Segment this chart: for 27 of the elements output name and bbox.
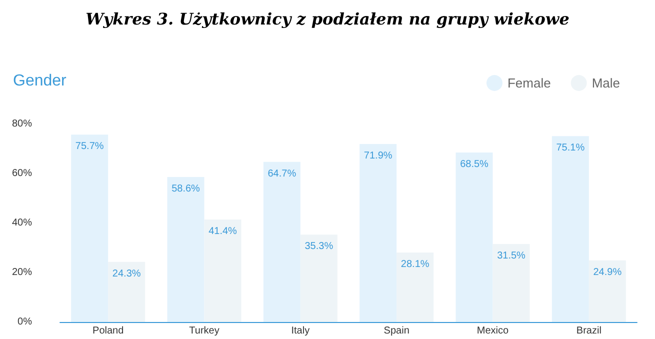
y-tick-label: 60% <box>12 168 32 179</box>
y-tick-label: 40% <box>12 218 32 228</box>
x-tick-label: Poland <box>92 326 124 336</box>
y-tick-label: 80% <box>12 118 32 130</box>
x-tick-label: Turkey <box>189 326 220 336</box>
data-label: 75.7% <box>75 141 104 152</box>
x-tick-label: Mexico <box>476 326 510 336</box>
legend-label: Female <box>507 76 551 90</box>
y-tick-label: 20% <box>12 267 32 278</box>
x-tick-label: Spain <box>384 326 410 336</box>
chart-subtitle: Gender <box>13 72 68 90</box>
data-label: 24.3% <box>112 268 141 280</box>
data-label: 68.5% <box>460 158 489 170</box>
data-label: 41.4% <box>208 226 238 238</box>
data-label: 28.1% <box>400 258 430 270</box>
x-tick-label: Brazil <box>576 326 602 336</box>
y-tick-label: 0% <box>18 316 32 328</box>
chart-title: Wykres 3. Użytkownicy z podziałem na grupy wiekowe <box>86 10 570 28</box>
legend-label: Male <box>592 76 620 90</box>
data-label: 35.3% <box>304 241 334 252</box>
data-label: 58.6% <box>172 183 200 194</box>
data-label: 75.1% <box>556 142 585 154</box>
data-label: 24.9% <box>593 266 622 278</box>
data-label: 71.9% <box>364 150 392 162</box>
data-label: 64.7% <box>268 168 296 180</box>
x-tick-label: Italy <box>291 326 310 336</box>
data-label: 31.5% <box>497 250 526 262</box>
